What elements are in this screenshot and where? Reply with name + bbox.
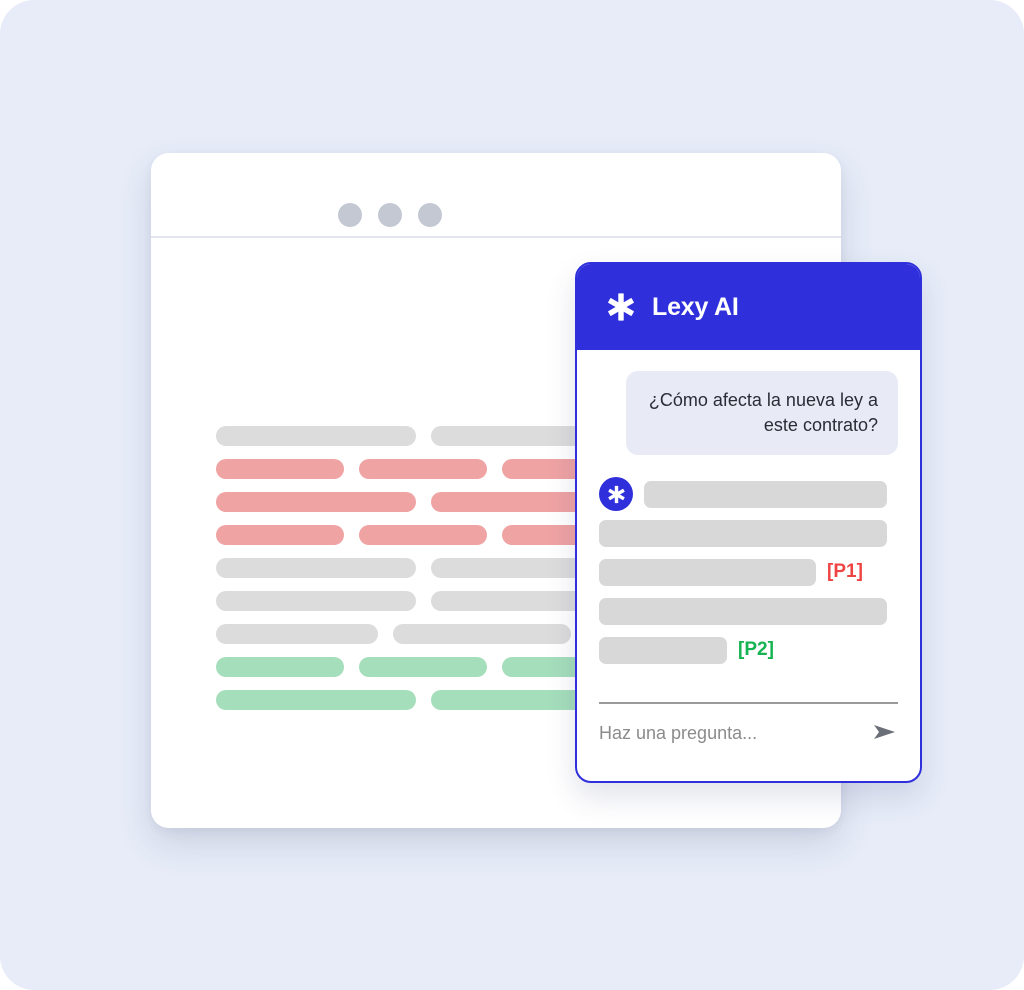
- document-text-bar-green: [216, 657, 344, 677]
- question-input[interactable]: [599, 723, 849, 744]
- document-text-bar-red: [359, 459, 487, 479]
- assistant-answer-line: [599, 477, 898, 512]
- composer-row: [599, 722, 898, 759]
- send-arrow-icon: [872, 722, 898, 745]
- composer-divider: [599, 702, 898, 704]
- browser-titlebar: [151, 153, 841, 238]
- document-text-bar-red: [359, 525, 487, 545]
- assistant-answer-bar: [599, 636, 727, 664]
- assistant-answer-bar: [599, 558, 816, 586]
- document-text-bar-red: [216, 459, 344, 479]
- assistant-answer-bar: [599, 519, 887, 547]
- chat-panel-title: Lexy AI: [652, 292, 739, 321]
- document-line-row: [216, 657, 836, 677]
- maximize-dot[interactable]: [418, 203, 442, 227]
- citation-link-p1[interactable]: [P1]: [827, 561, 863, 583]
- document-text-bar-red: [216, 525, 344, 545]
- assistant-answer-line: [P2]: [599, 636, 898, 664]
- citation-link-p2[interactable]: [P2]: [738, 639, 774, 661]
- document-text-bar-green: [216, 690, 416, 710]
- assistant-avatar: [599, 477, 633, 512]
- chat-message-list: ¿Cómo afecta la nueva ley a este contrat…: [577, 350, 920, 702]
- document-text-bar-green: [359, 657, 487, 677]
- assistant-answer-block: [P1] [P2]: [599, 477, 898, 664]
- document-text-bar-gray: [216, 624, 378, 644]
- user-message-row: ¿Cómo afecta la nueva ley a este contrat…: [599, 371, 898, 455]
- document-text-bar-gray: [216, 591, 416, 611]
- send-button[interactable]: [872, 722, 898, 745]
- chat-composer: [577, 702, 920, 781]
- asterisk-icon: [606, 292, 636, 322]
- minimize-dot[interactable]: [378, 203, 402, 227]
- assistant-answer-line: [599, 519, 898, 547]
- document-text-bar-gray: [216, 426, 416, 446]
- close-dot[interactable]: [338, 203, 362, 227]
- user-message-bubble: ¿Cómo afecta la nueva ley a este contrat…: [626, 371, 898, 455]
- assistant-answer-bar: [644, 480, 887, 508]
- assistant-answer-line: [599, 597, 898, 625]
- document-text-bar-red: [216, 492, 416, 512]
- assistant-answer-line: [P1]: [599, 558, 898, 586]
- lexy-ai-chat-panel: Lexy AI ¿Cómo afecta la nueva ley a este…: [575, 262, 922, 783]
- chat-panel-header: Lexy AI: [577, 264, 920, 350]
- asterisk-icon: [607, 485, 625, 503]
- document-text-bar-gray: [216, 558, 416, 578]
- assistant-answer-bar: [599, 597, 887, 625]
- document-text-bar-gray: [393, 624, 571, 644]
